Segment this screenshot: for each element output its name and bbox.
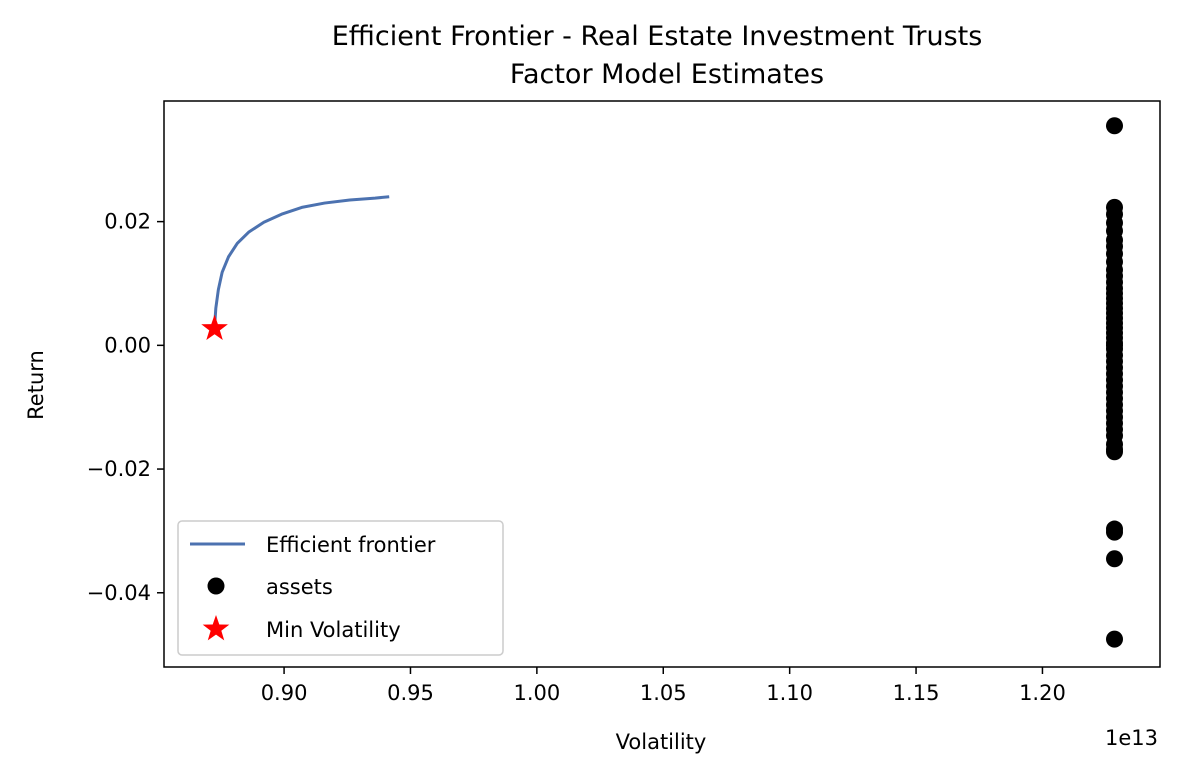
axes-frame (163, 100, 1161, 668)
min-volatility-marker (201, 314, 228, 340)
legend-star-swatch (202, 615, 230, 641)
legend-label: Efficient frontier (266, 533, 436, 557)
legend: Efficient frontier assets Min Volatility (177, 520, 504, 656)
y-axis-label: Return (24, 350, 48, 420)
chart-title: Efficient Frontier - Real Estate Investm… (332, 21, 983, 52)
y-tick-label: −0.04 (87, 581, 151, 605)
axes: 0.90 0.95 1.00 1.05 1.10 1.15 1.20 −0.04 −0.02 0.… (87, 100, 1161, 705)
series-min-volatility (201, 314, 228, 340)
x-tick-label: 1.05 (640, 681, 687, 705)
x-tick-label: 1.00 (513, 681, 560, 705)
asset-point (1106, 443, 1123, 461)
asset-point (1106, 550, 1123, 568)
y-tick-label: −0.02 (87, 457, 151, 481)
y-tick-label: 0.02 (104, 210, 151, 234)
x-tick-label: 1.15 (893, 681, 940, 705)
x-offset-label: 1e13 (1105, 726, 1158, 750)
series-assets (1106, 117, 1123, 648)
legend-dot-swatch (207, 577, 225, 595)
asset-point (1106, 630, 1123, 648)
x-tick-label: 1.10 (766, 681, 813, 705)
x-tick-label: 0.90 (261, 681, 308, 705)
asset-point (1106, 117, 1123, 135)
asset-point (1106, 523, 1123, 541)
legend-item-min-volatility: Min Volatility (202, 615, 401, 642)
x-tick-label: 1.20 (1019, 681, 1066, 705)
x-tick-label: 0.95 (387, 681, 434, 705)
legend-item-assets: assets (207, 575, 333, 599)
frontier-line (212, 195, 390, 329)
y-tick-label: 0.00 (104, 333, 151, 357)
chart-subtitle: Factor Model Estimates (510, 59, 824, 90)
series-efficient-frontier (212, 195, 390, 329)
x-axis-label: Volatility (616, 730, 707, 754)
plot-area (201, 117, 1123, 648)
legend-item-efficient-frontier: Efficient frontier (190, 533, 436, 557)
legend-box (177, 520, 504, 656)
asset-point (1106, 336, 1123, 354)
legend-label: assets (266, 575, 333, 599)
legend-label: Min Volatility (266, 618, 401, 642)
